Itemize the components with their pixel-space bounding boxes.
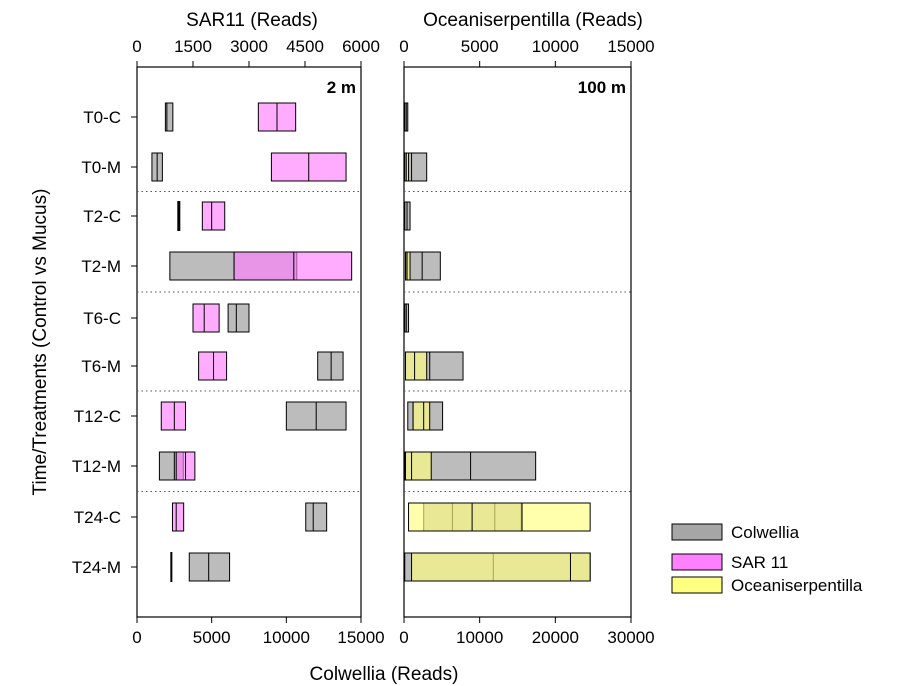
y-axis-title: Time/Treatments (Control vs Mucus) xyxy=(30,189,51,496)
category-label: T12-C xyxy=(74,407,121,426)
legend-label-sar11: SAR 11 xyxy=(731,553,788,572)
oceaniserpentilla-bar xyxy=(412,401,431,431)
legend-swatch-oceaniserpentilla xyxy=(671,576,723,594)
sar11-bar xyxy=(171,502,185,532)
category-label: T6-M xyxy=(81,357,121,376)
top-tick-label: 6000 xyxy=(342,37,380,56)
top-tick-label: 3000 xyxy=(230,37,268,56)
bottom-tick-label: 5000 xyxy=(193,628,231,647)
colwellia-bar xyxy=(405,251,441,281)
top-tick-label: 1500 xyxy=(174,37,212,56)
category-label: T12-M xyxy=(72,457,121,476)
category-label: T2-C xyxy=(83,207,121,226)
plot-frame xyxy=(136,66,362,618)
oceaniserpentilla-bar xyxy=(405,451,432,481)
top-tick-label: 10000 xyxy=(532,37,579,56)
category-label: T24-C xyxy=(74,508,121,527)
category-label: T0-M xyxy=(81,158,121,177)
sar11-bar xyxy=(201,201,226,231)
oceaniserpentilla-bar xyxy=(405,251,411,281)
oceaniserpentilla-bar xyxy=(405,351,428,381)
legend: Colwellia SAR 11 Oceaniserpentilla xyxy=(671,523,863,595)
panel-0-label: 2 m xyxy=(327,78,356,97)
category-label: T0-C xyxy=(83,108,121,127)
bottom-tick-label: 10000 xyxy=(263,628,310,647)
oceaniserpentilla-bar xyxy=(408,502,591,532)
panel-100m: Oceaniserpentilla (Reads) 100 m 0 10000 20… xyxy=(399,10,654,647)
bottom-tick-label: 0 xyxy=(132,628,141,647)
colwellia-bar xyxy=(188,552,231,582)
category-label: T2-M xyxy=(81,257,121,276)
category-label: T24-M xyxy=(72,558,121,577)
sar11-bar xyxy=(233,251,353,281)
legend-swatch-colwellia xyxy=(671,523,723,541)
colwellia-bar xyxy=(227,303,250,333)
top-tick-label: 5000 xyxy=(461,37,499,56)
legend-swatch-sar11 xyxy=(671,553,723,571)
bottom-tick-label: 10000 xyxy=(456,628,503,647)
panel-2m: SAR11 (Reads) 2 m 0 5000 10000 15000 0 1500 30… xyxy=(132,10,384,647)
bottom-tick-label: 0 xyxy=(399,628,408,647)
top-tick-label: 15000 xyxy=(607,37,654,56)
sar11-bar xyxy=(160,401,187,431)
category-label: T6-C xyxy=(83,309,121,328)
oceaniserpentilla-bar xyxy=(411,552,591,582)
top-tick-label: 0 xyxy=(132,37,141,56)
top-tick-label: 4500 xyxy=(286,37,324,56)
bottom-tick-label: 20000 xyxy=(532,628,579,647)
plot-frame xyxy=(403,66,632,618)
panel-0-top-axis-title: SAR11 (Reads) xyxy=(186,10,318,31)
colwellia-bar xyxy=(317,351,344,381)
colwellia-bar xyxy=(164,102,174,132)
panel-1-label: 100 m xyxy=(578,78,626,97)
sar11-bar xyxy=(192,303,220,333)
colwellia-bar xyxy=(305,502,328,532)
legend-label-oceaniserpentilla: Oceaniserpentilla xyxy=(731,576,863,595)
bottom-tick-label: 30000 xyxy=(607,628,654,647)
x-axis-title-bottom: Colwellia (Reads) xyxy=(310,664,459,685)
bottom-tick-label: 15000 xyxy=(337,628,384,647)
legend-label-colwellia: Colwellia xyxy=(731,523,800,542)
top-tick-label: 0 xyxy=(399,37,408,56)
panel-1-top-axis-title: Oceaniserpentilla (Reads) xyxy=(423,10,643,31)
sar11-bar xyxy=(198,351,228,381)
